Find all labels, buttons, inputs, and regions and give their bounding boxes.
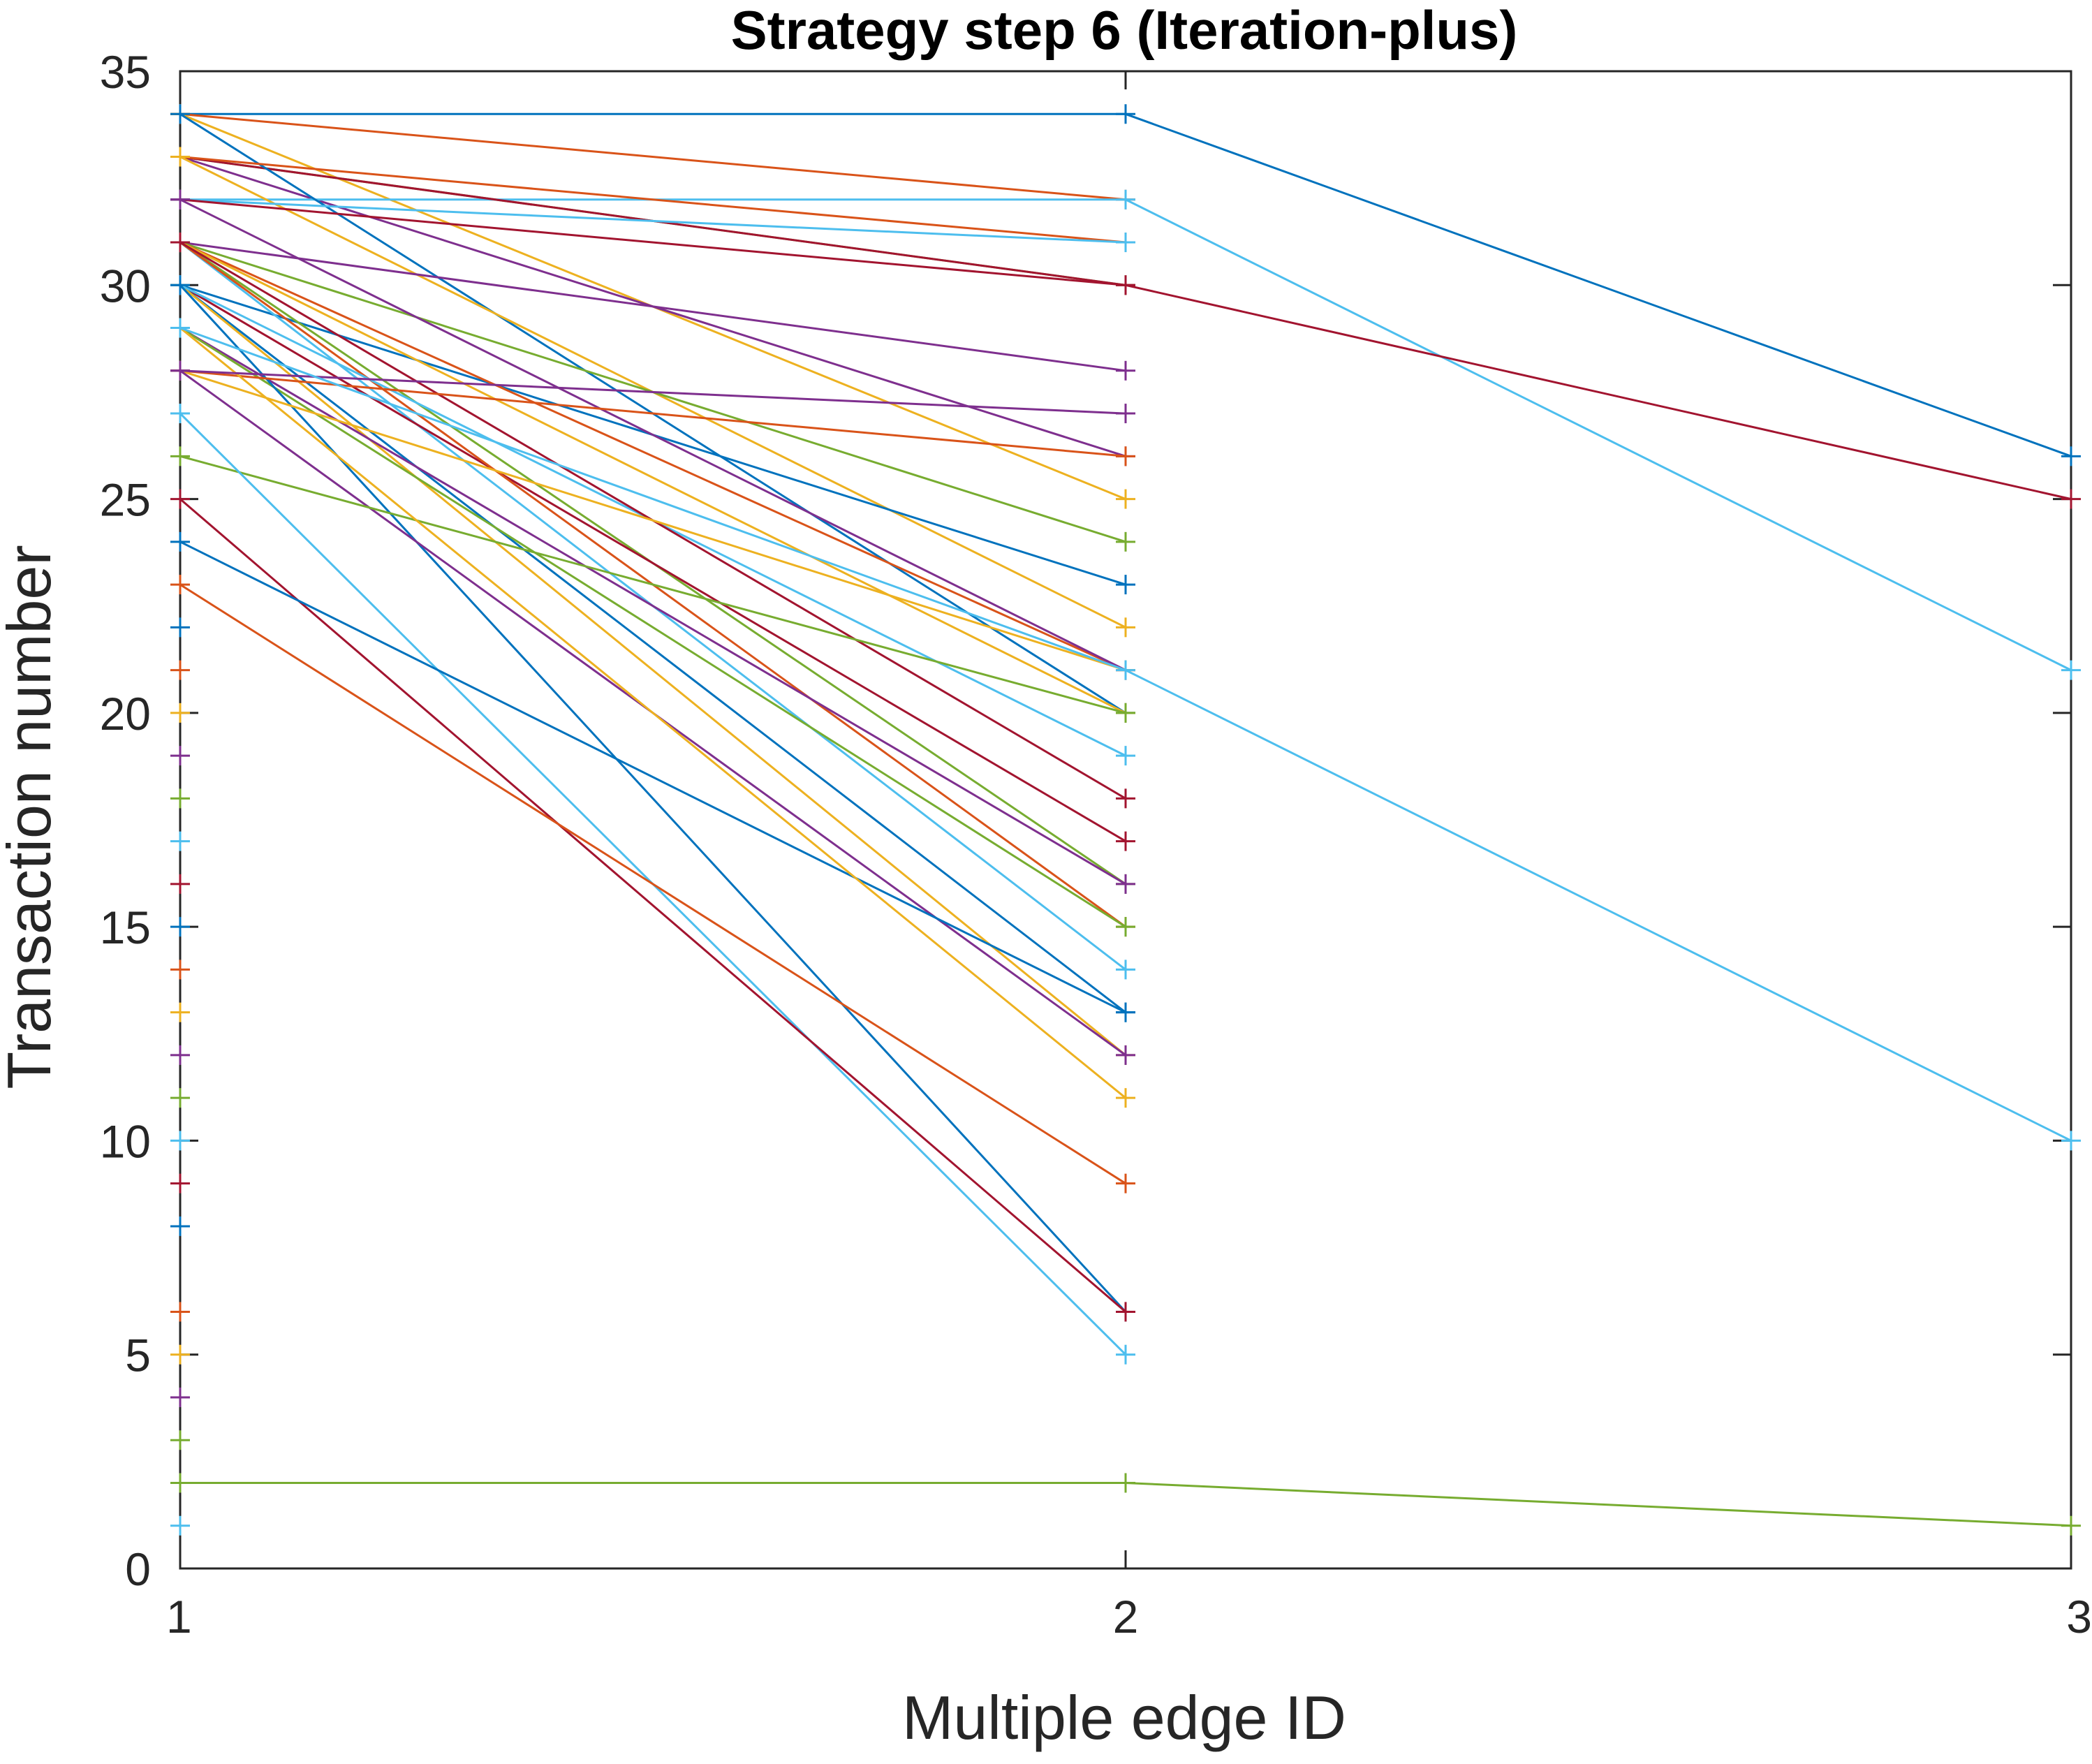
series-line [179,198,1126,671]
y-tick-label: 25 [100,474,151,526]
series-line [179,369,1126,672]
x-tick-label: 3 [2066,1591,2092,1642]
series-line [179,241,1126,671]
series-line [179,198,1126,286]
series-line [179,583,1126,1184]
series-line [179,112,1126,201]
x-tick-label: 2 [1113,1591,1139,1642]
series-line [179,198,1126,244]
axes-box [179,70,2072,1570]
series-line [179,241,1126,372]
chart-title: Strategy step 6 (Iteration-plus) [731,0,1518,61]
series-line [179,369,1126,415]
plot-area: 0 5 10 15 20 25 30 35 1 2 3 [100,46,2092,1642]
y-tick-label: 0 [125,1543,151,1595]
series-line [179,498,1126,1313]
series-line [179,327,1126,1099]
series-line [179,455,1126,714]
series-line [179,284,1126,1013]
y-tick-label: 30 [100,260,151,311]
series-line [179,327,1126,928]
series-line [179,241,1126,714]
x-axis-label: Multiple edge ID [902,1683,1346,1752]
series-line [179,284,1126,842]
x-tick-label: 1 [166,1591,192,1642]
series-line [179,284,1126,1057]
y-tick-label: 20 [100,688,151,740]
y-tick-label: 15 [100,902,151,953]
y-tick-label: 5 [125,1330,151,1381]
series-line [179,284,1127,1313]
series-line [179,541,1126,1014]
y-axis-label: Transaction number [0,545,64,1089]
y-tick-label: 35 [100,46,151,98]
y-tick-label: 10 [100,1115,151,1167]
series-line [179,156,1126,244]
